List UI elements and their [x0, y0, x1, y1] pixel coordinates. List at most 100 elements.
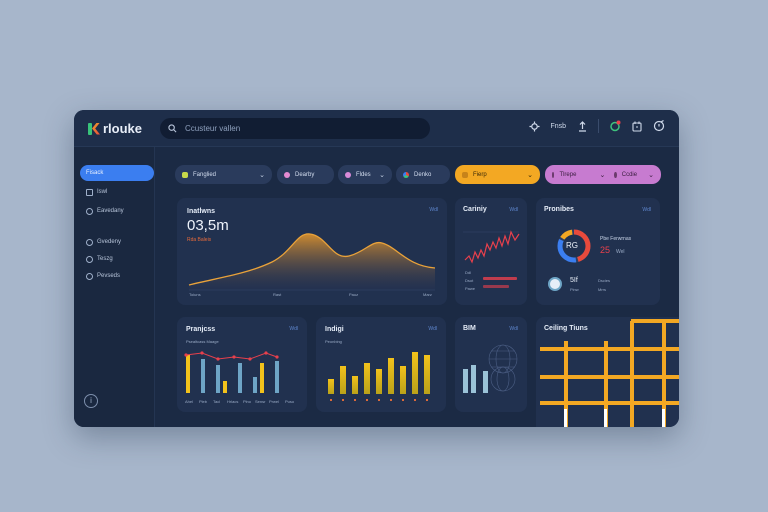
- revenue-value: 03,5m: [187, 217, 229, 234]
- logo-mark-icon: [88, 122, 100, 135]
- filter-chip-5[interactable]: Fierp ⌄: [455, 165, 540, 184]
- info-icon[interactable]: i: [84, 394, 98, 408]
- bar: [471, 365, 476, 393]
- sidebar-item-label: Gvedeny: [97, 239, 122, 245]
- bar: [412, 352, 418, 394]
- app-window: rlouke Fnsb: [74, 110, 679, 427]
- search-input[interactable]: [185, 124, 405, 133]
- big-value: 25: [600, 245, 611, 255]
- app-logo[interactable]: rlouke: [88, 121, 142, 136]
- notification-icon[interactable]: [609, 120, 621, 132]
- card-link[interactable]: Wdl: [429, 207, 438, 213]
- search-bar: [160, 118, 430, 139]
- card-title: Pranjcss: [186, 326, 216, 333]
- bar: [376, 369, 382, 394]
- card-link[interactable]: Wdl: [289, 326, 298, 332]
- sidebar-item-messages[interactable]: Pevseds: [80, 268, 154, 284]
- x-tick: Plno: [243, 399, 252, 404]
- bar: [238, 363, 242, 393]
- secondary-caption: Dscies: [598, 278, 611, 283]
- chip-dot: [552, 171, 555, 178]
- sidebar-item-label: Teszg: [97, 256, 113, 262]
- sidebar-item-history[interactable]: Teszg: [80, 251, 154, 267]
- card-link[interactable]: Wdl: [509, 207, 518, 213]
- area-line: [188, 233, 436, 286]
- bar: [216, 365, 220, 393]
- card-subtitle: Psealtcass Maage: [186, 339, 219, 344]
- chip-label: Tlrepe: [559, 171, 577, 178]
- grid-icon: [86, 188, 93, 196]
- card-carriny: Cariniy Wdl Ddl Dsot Pawe: [455, 198, 527, 305]
- card-pronibes: Pronibes Wdl RG Pbe Ferwrnas 25 Wel 5If …: [536, 198, 660, 305]
- x-tick: Pleb: [199, 399, 208, 404]
- spark-chart: Ddl Dsot Pawe: [463, 230, 520, 291]
- chip-label-secondary: Ccdie: [621, 171, 638, 178]
- chip-label: Fanglied: [193, 171, 217, 178]
- card-revenue: Inatlwns Wdl 03,5m Rda Baleis Toiuns Ras…: [177, 198, 447, 305]
- legend-label: Pawe: [465, 286, 476, 291]
- legend-label: Ddl: [465, 270, 471, 275]
- filter-chip-3[interactable]: Fldes ⌄: [338, 165, 392, 184]
- sidebar-item-settings[interactable]: Eavedany: [80, 203, 154, 219]
- chip-label: Dearby: [295, 171, 315, 178]
- sidebar-item-label: Iswl: [97, 189, 108, 195]
- chevron-down-icon: ⌄: [527, 171, 533, 179]
- bar: [186, 355, 190, 393]
- card-title: Indigi: [325, 326, 344, 333]
- card-subtitle: Peonbing: [325, 339, 342, 344]
- filter-chip-4[interactable]: Denko: [396, 165, 450, 184]
- card-link[interactable]: Wdl: [428, 326, 437, 332]
- card-title: Pronibes: [544, 206, 574, 213]
- combo-chart: Ahel Pleb Tacl Hrlacs Plno Sensr Prwel P…: [184, 351, 295, 404]
- card-title: Inatlwns: [187, 208, 216, 215]
- bar: [463, 369, 468, 393]
- chip-label: Fldes: [356, 171, 371, 178]
- card-indigi: Indigi Wdl Peonbing: [316, 317, 446, 412]
- clock-icon: [86, 255, 93, 263]
- x-tick: Toiuns: [189, 292, 201, 297]
- bar: [201, 359, 205, 393]
- card-title: Cariniy: [463, 206, 487, 213]
- upload-icon[interactable]: [576, 120, 588, 132]
- bar: [340, 366, 346, 394]
- spark-line: [464, 230, 520, 264]
- bar: [223, 381, 227, 393]
- chip-dot: [182, 171, 188, 178]
- x-tick: Pauz: [349, 292, 358, 297]
- donut-value: RG: [566, 241, 578, 250]
- card-link[interactable]: Wdl: [509, 326, 518, 332]
- filter-chip-2[interactable]: Dearby: [277, 165, 334, 184]
- sidebar-item-label: Pevseds: [97, 273, 121, 279]
- donut-chart: [557, 229, 591, 263]
- status-icon: [548, 277, 562, 291]
- card-link[interactable]: Wdl: [642, 207, 651, 213]
- sidebar-item-label: Fisack: [86, 170, 104, 176]
- card-title: BIM: [463, 325, 476, 332]
- chip-label: Denko: [414, 171, 432, 178]
- sidebar-item-grid[interactable]: Iswl: [80, 184, 154, 200]
- settings-icon: [86, 238, 93, 246]
- secondary-caption: Mrrs: [598, 287, 606, 292]
- bar: [400, 366, 406, 394]
- topbar-divider: [598, 119, 599, 133]
- calendar-icon[interactable]: [631, 120, 643, 132]
- bar: [364, 363, 370, 394]
- profile-icon[interactable]: [653, 120, 665, 132]
- secondary-caption: Pinw: [570, 287, 579, 292]
- filter-chip-1[interactable]: Fanglied ⌄: [175, 165, 272, 184]
- sidebar-item-general[interactable]: Gvedeny: [80, 234, 154, 250]
- gear-icon[interactable]: [528, 120, 540, 132]
- legend-bar: [483, 285, 509, 288]
- trend-line: [185, 352, 278, 360]
- x-tick: Sensr: [255, 399, 266, 404]
- user-label[interactable]: Fnsb: [550, 122, 566, 130]
- x-tick: Marz: [423, 292, 432, 297]
- bar: [388, 358, 394, 394]
- chip-dot: [462, 171, 468, 178]
- x-tick: Tacl: [213, 399, 220, 404]
- sidebar-item-home[interactable]: Fisack: [80, 165, 154, 181]
- chevron-down-icon: ⌄: [259, 171, 265, 179]
- chevron-down-icon: ⌄: [599, 171, 606, 179]
- filter-chip-6[interactable]: Tlrepe ⌄ Ccdie ⌄: [545, 165, 661, 184]
- app-name: rlouke: [103, 121, 143, 136]
